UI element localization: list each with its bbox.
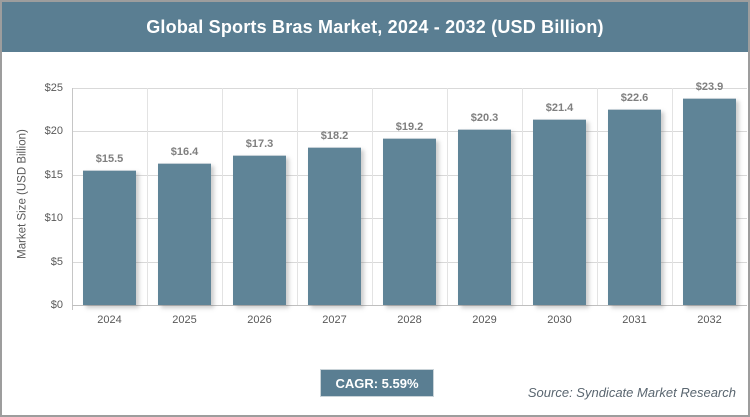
bar: [533, 119, 586, 305]
chart-title-bar: Global Sports Bras Market, 2024 - 2032 (…: [2, 2, 748, 52]
bar-value-label: $21.4: [545, 102, 574, 115]
bar: [158, 162, 211, 305]
x-tick-label: 2028: [397, 314, 422, 326]
cagr-badge: CAGR: 5.59%: [320, 369, 434, 397]
gridline-v: [297, 88, 298, 305]
bar: [383, 138, 436, 305]
chart-title: Global Sports Bras Market, 2024 - 2032 (…: [146, 16, 604, 37]
bar-value-label: $22.6: [620, 91, 649, 104]
bar: [683, 97, 736, 305]
gridline-v: [447, 88, 448, 305]
x-tick-label: 2027: [322, 314, 347, 326]
y-axis-line: [72, 88, 73, 310]
bar-value-label: $18.2: [320, 130, 349, 143]
bar: [308, 147, 361, 305]
x-tick-label: 2030: [547, 314, 572, 326]
gridline-v: [222, 88, 223, 305]
bar-value-label: $23.9: [695, 80, 724, 93]
bar-value-label: $19.2: [395, 121, 424, 134]
bar-value-label: $15.5: [95, 153, 124, 166]
gridline-h: [72, 88, 747, 89]
bar: [608, 108, 661, 305]
x-axis-line: [72, 305, 747, 306]
bar-value-label: $16.4: [170, 145, 199, 158]
gridline-v: [672, 88, 673, 305]
gridline-v: [597, 88, 598, 305]
x-tick-label: 2029: [472, 314, 497, 326]
x-tick-label: 2025: [172, 314, 197, 326]
bar-value-label: $17.3: [245, 137, 274, 150]
y-axis-title: Market Size (USD Billion): [16, 129, 29, 259]
gridline-v: [372, 88, 373, 305]
x-tick-label: 2026: [247, 314, 272, 326]
bar: [458, 128, 511, 305]
y-tick-label: $25: [44, 82, 63, 94]
source-text: Source: Syndicate Market Research: [527, 385, 736, 400]
gridline-v: [147, 88, 148, 305]
x-tick-label: 2024: [97, 314, 122, 326]
bar: [233, 154, 286, 305]
y-tick-label: $10: [44, 212, 63, 225]
bar: [83, 170, 136, 305]
y-tick-label: $15: [44, 168, 63, 181]
y-tick-label: $0: [50, 299, 63, 311]
gridline-v: [522, 88, 523, 305]
y-tick-label: $5: [50, 255, 63, 268]
gridline-h: [72, 131, 747, 133]
x-tick-label: 2032: [697, 314, 722, 326]
x-tick-label: 2031: [622, 314, 647, 326]
y-tick-label: $20: [44, 125, 63, 138]
bar-value-label: $20.3: [470, 111, 499, 124]
plot-area: $0 $5 $10 $15 $20 $25 $15.5 2024 $16.4 2025 $17.3 2…: [45, 81, 747, 326]
